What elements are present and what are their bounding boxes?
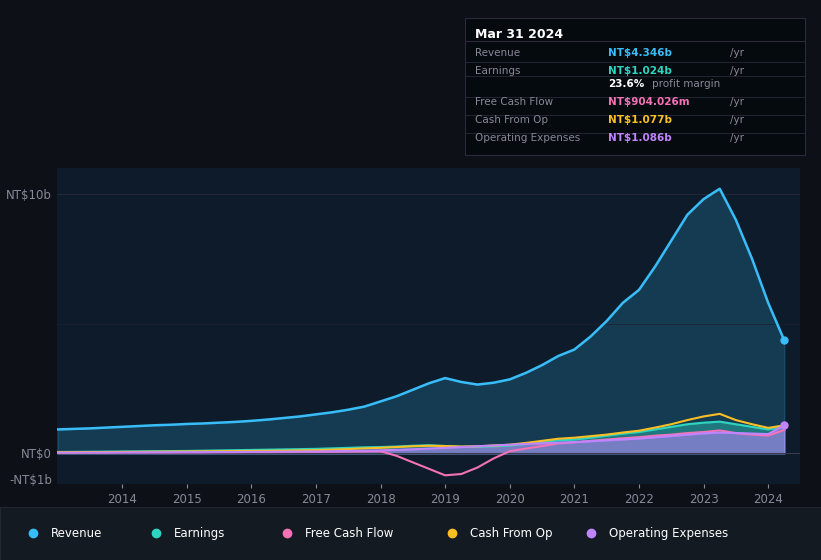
Text: /yr: /yr bbox=[730, 115, 744, 125]
Text: /yr: /yr bbox=[730, 97, 744, 108]
Text: Earnings: Earnings bbox=[475, 66, 521, 76]
Text: /yr: /yr bbox=[730, 66, 744, 76]
Text: Operating Expenses: Operating Expenses bbox=[609, 527, 728, 540]
Text: NT$904.026m: NT$904.026m bbox=[608, 97, 690, 108]
Text: /yr: /yr bbox=[730, 133, 744, 143]
Text: /yr: /yr bbox=[730, 48, 744, 58]
Text: Cash From Op: Cash From Op bbox=[475, 115, 548, 125]
Text: Earnings: Earnings bbox=[174, 527, 226, 540]
Text: Cash From Op: Cash From Op bbox=[470, 527, 552, 540]
Text: NT$1.024b: NT$1.024b bbox=[608, 66, 672, 76]
Text: NT$4.346b: NT$4.346b bbox=[608, 48, 672, 58]
Text: Operating Expenses: Operating Expenses bbox=[475, 133, 580, 143]
Text: Free Cash Flow: Free Cash Flow bbox=[475, 97, 553, 108]
Text: 23.6%: 23.6% bbox=[608, 80, 644, 90]
Text: Revenue: Revenue bbox=[475, 48, 521, 58]
Text: NT$1.077b: NT$1.077b bbox=[608, 115, 672, 125]
Text: Free Cash Flow: Free Cash Flow bbox=[305, 527, 394, 540]
Text: Mar 31 2024: Mar 31 2024 bbox=[475, 27, 563, 40]
Text: profit margin: profit margin bbox=[652, 80, 720, 90]
Text: NT$1.086b: NT$1.086b bbox=[608, 133, 672, 143]
Text: Revenue: Revenue bbox=[51, 527, 103, 540]
